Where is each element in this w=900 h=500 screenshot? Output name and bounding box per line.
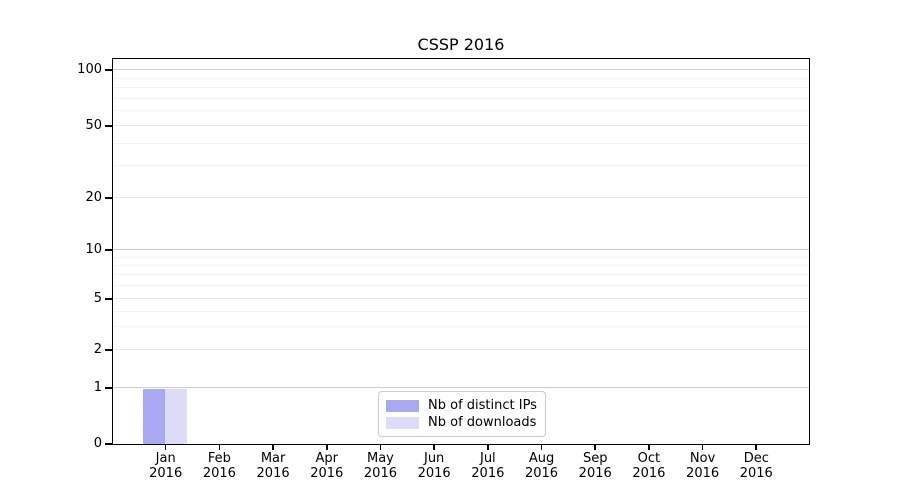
y-tick-mark [105, 249, 112, 251]
bar-downloads [164, 389, 187, 444]
y-tick-mark [105, 125, 112, 127]
x-tick-label: Mar 2016 [240, 451, 306, 481]
gridline-minor [113, 310, 809, 312]
x-tick-month: May [367, 451, 394, 466]
x-tick-month: Mar [260, 451, 286, 466]
x-tick-mark [755, 444, 758, 450]
x-tick-mark [487, 444, 489, 450]
x-tick-month: Sep [582, 451, 608, 466]
gridline [113, 125, 809, 126]
x-tick-label: Nov 2016 [670, 451, 736, 481]
gridline-minor [113, 265, 809, 266]
x-tick-year: 2016 [686, 466, 720, 481]
y-tick-label: 5 [93, 291, 102, 306]
y-tick-label: 20 [85, 190, 102, 205]
y-tick-label: 10 [85, 242, 102, 257]
x-tick-month: Nov [689, 451, 716, 466]
x-tick-mark [379, 444, 382, 450]
legend-row: Nb of distinct IPs [386, 397, 545, 414]
x-tick-label: Jan 2016 [133, 451, 199, 481]
x-tick-year: 2016 [256, 466, 290, 481]
x-tick-label: Oct 2016 [616, 451, 682, 481]
x-tick-label: May 2016 [347, 451, 413, 481]
plot-area [112, 58, 810, 445]
gridline-minor [113, 110, 809, 111]
legend-label: Nb of downloads [428, 415, 537, 430]
chart-title: CSSP 2016 [417, 35, 505, 54]
x-tick-mark [594, 444, 596, 450]
x-tick-label: Jun 2016 [401, 451, 467, 481]
gridline-minor [113, 256, 809, 258]
x-tick-mark [540, 444, 543, 450]
x-tick-label: Apr 2016 [294, 451, 360, 481]
x-tick-year: 2016 [524, 466, 559, 481]
x-tick-label: Dec 2016 [723, 451, 789, 481]
legend-swatch-downloads [386, 416, 419, 429]
gridline [113, 298, 809, 299]
legend: Nb of distinct IPs Nb of downloads [378, 391, 546, 437]
x-tick-mark [218, 444, 221, 450]
gridline-minor [113, 98, 809, 99]
y-tick-mark [105, 349, 112, 351]
legend-swatch-distinct-ips [386, 399, 419, 412]
x-tick-mark [433, 444, 435, 450]
x-tick-year: 2016 [471, 466, 505, 481]
y-tick-mark [105, 69, 112, 71]
x-tick-year: 2016 [363, 466, 397, 481]
x-tick-mark [325, 444, 328, 450]
y-tick-label: 50 [85, 118, 102, 133]
gridline-minor [113, 274, 809, 275]
x-tick-year: 2016 [417, 466, 451, 481]
x-tick-year: 2016 [578, 466, 612, 481]
legend-label: Nb of distinct IPs [428, 398, 537, 413]
x-tick-mark [701, 444, 704, 450]
x-tick-label: Feb 2016 [186, 451, 252, 481]
x-tick-year: 2016 [739, 466, 773, 481]
gridline-minor [113, 142, 809, 144]
gridline [113, 197, 809, 198]
y-tick-label: 2 [93, 342, 102, 357]
gridline-minor [113, 165, 809, 166]
x-tick-month: Jun [423, 451, 445, 466]
y-tick-label: 100 [77, 62, 102, 77]
bar-distinct-ips [142, 389, 165, 444]
y-tick-mark [105, 298, 112, 300]
y-tick-label: 0 [93, 436, 102, 451]
legend-row: Nb of downloads [386, 414, 545, 431]
y-tick-mark [105, 387, 112, 389]
x-tick-mark [164, 444, 167, 450]
x-tick-label: Sep 2016 [562, 451, 628, 481]
x-tick-year: 2016 [310, 466, 344, 481]
gridline-minor [113, 285, 809, 286]
gridline-minor [113, 87, 809, 88]
x-tick-month: Feb [207, 451, 231, 466]
y-tick-mark [105, 197, 112, 199]
y-tick-label: 1 [93, 380, 102, 395]
x-tick-month: Oct [637, 451, 661, 466]
gridline-major [113, 69, 809, 70]
x-tick-year: 2016 [149, 466, 183, 481]
gridline-minor [113, 326, 809, 327]
y-tick-mark [105, 443, 112, 445]
gridline-major [113, 387, 809, 388]
gridline-minor [113, 77, 809, 79]
x-tick-mark [648, 444, 650, 450]
x-tick-month: Dec [743, 451, 769, 466]
gridline-major [113, 249, 809, 250]
x-tick-label: Aug 2016 [509, 451, 575, 481]
x-tick-year: 2016 [632, 466, 666, 481]
x-tick-month: Jan [155, 451, 176, 466]
gridline [113, 349, 809, 350]
x-tick-label: Jul 2016 [455, 451, 521, 481]
x-tick-mark [272, 444, 274, 450]
x-tick-month: Jul [479, 451, 496, 466]
x-tick-year: 2016 [202, 466, 236, 481]
x-tick-month: Apr [315, 451, 339, 466]
x-tick-month: Aug [528, 451, 555, 466]
